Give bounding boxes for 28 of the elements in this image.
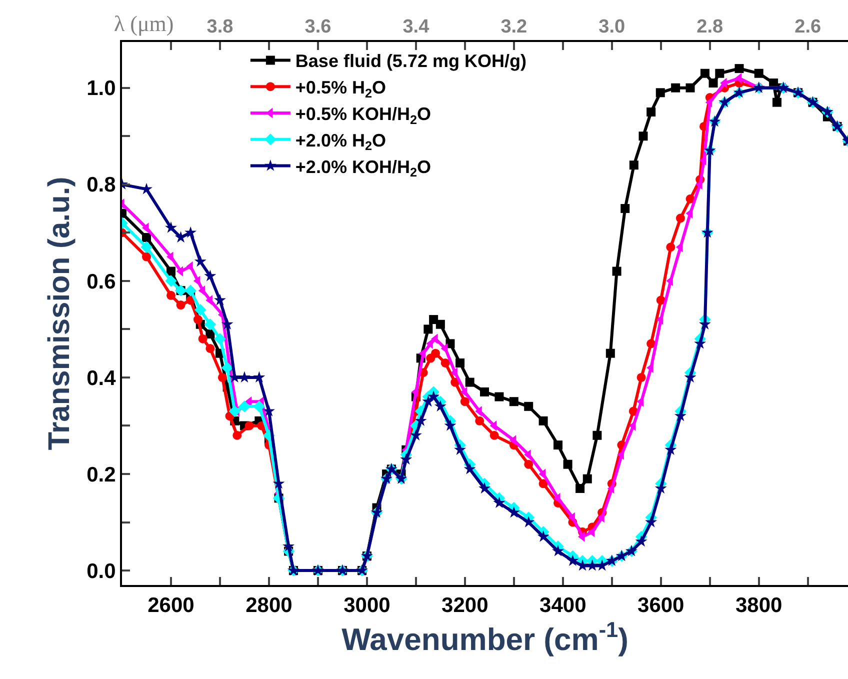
y-axis-title: Transmission (a.u.) — [43, 176, 76, 450]
x2-tick-label: 3.2 — [500, 16, 528, 38]
y-tick-label: 0.2 — [86, 463, 116, 486]
x2-axis-title: λ (μm) — [114, 11, 174, 36]
x2-tick-label: 2.6 — [794, 16, 822, 38]
x-tick-label: 3200 — [442, 594, 488, 618]
y-tick-label: 0.0 — [86, 560, 116, 583]
x-axis-title: Wavenumber (cm$^{-1}$) — [342, 617, 628, 658]
y-tick-label: 0.4 — [86, 366, 116, 390]
legend-label: +0.5% H$_{2}$O — [295, 78, 386, 100]
legend-label: +0.5% KOH/H$_{2}$O — [295, 104, 431, 127]
x-tick-label: 3600 — [638, 594, 684, 618]
y-tick-label: 0.8 — [86, 174, 116, 197]
x-tick-label: 3800 — [735, 594, 782, 618]
x2-tick-label: 3.8 — [206, 16, 234, 38]
y-tick-label: 1.0 — [86, 77, 116, 100]
x-tick-label: 3400 — [540, 594, 586, 618]
legend-label: +2.0% KOH/H$_{2}$O — [295, 156, 431, 180]
x2-tick-label: 3.6 — [304, 16, 332, 38]
x2-tick-label: 2.8 — [696, 16, 724, 38]
x2-tick-label: 3.0 — [598, 16, 626, 38]
x-tick-label: 2800 — [246, 594, 292, 618]
y-tick-label: 0.6 — [86, 270, 116, 294]
x2-tick-label: 3.4 — [402, 16, 430, 38]
legend-label: +2.0% H$_{2}$O — [295, 130, 386, 154]
x-tick-label: 3000 — [344, 594, 390, 618]
legend-label: Base fluid (5.72 mg KOH/g) — [295, 51, 526, 72]
x-tick-label: 2600 — [148, 594, 194, 618]
